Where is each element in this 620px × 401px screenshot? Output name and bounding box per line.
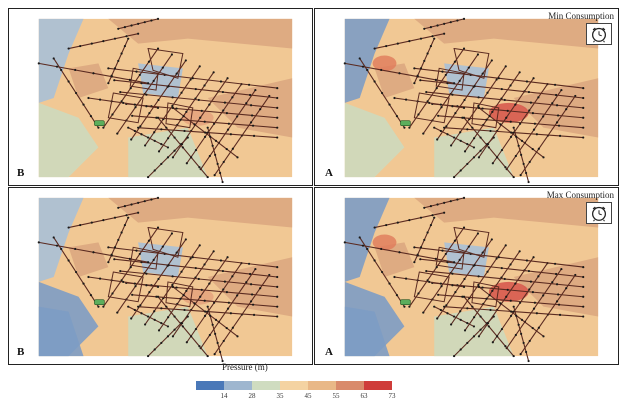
legend-tick-label: 35 (276, 392, 284, 400)
pressure-map (343, 17, 599, 184)
legend-tick-label: 45 (304, 392, 312, 400)
map-panel-top-left: B (8, 8, 313, 186)
map-panel-bottom-left: B (8, 187, 313, 365)
legend-tick-label: 55 (332, 392, 340, 400)
legend-swatch (308, 381, 336, 390)
map-panel-top-right: Min Consumption A (314, 8, 619, 186)
pressure-map (37, 17, 293, 184)
legend-tick-label: 73 (388, 392, 396, 400)
consumption-label: Min Consumption (548, 11, 614, 21)
legend-swatch (336, 381, 364, 390)
alarm-clock-icon (586, 202, 612, 224)
legend-swatch (364, 381, 392, 390)
pressure-map (343, 196, 599, 363)
legend-color-bar (196, 381, 392, 390)
legend-swatch (280, 381, 308, 390)
consumption-label: Max Consumption (546, 190, 614, 200)
legend-swatch (224, 381, 252, 390)
alarm-clock-icon (586, 23, 612, 45)
legend-swatch (252, 381, 280, 390)
legend-tick-label: 28 (248, 392, 256, 400)
map-panel-bottom-right: Max Consumption A (314, 187, 619, 365)
panel-label: B (17, 346, 25, 358)
panel-label: A (325, 346, 333, 358)
legend-title: Pressure (m) (222, 362, 268, 372)
pressure-map (37, 196, 293, 363)
panel-label: A (325, 167, 333, 179)
legend-tick-label: 63 (360, 392, 368, 400)
legend-swatch (196, 381, 224, 390)
legend-tick-label: 14 (220, 392, 228, 400)
panel-label: B (17, 167, 25, 179)
